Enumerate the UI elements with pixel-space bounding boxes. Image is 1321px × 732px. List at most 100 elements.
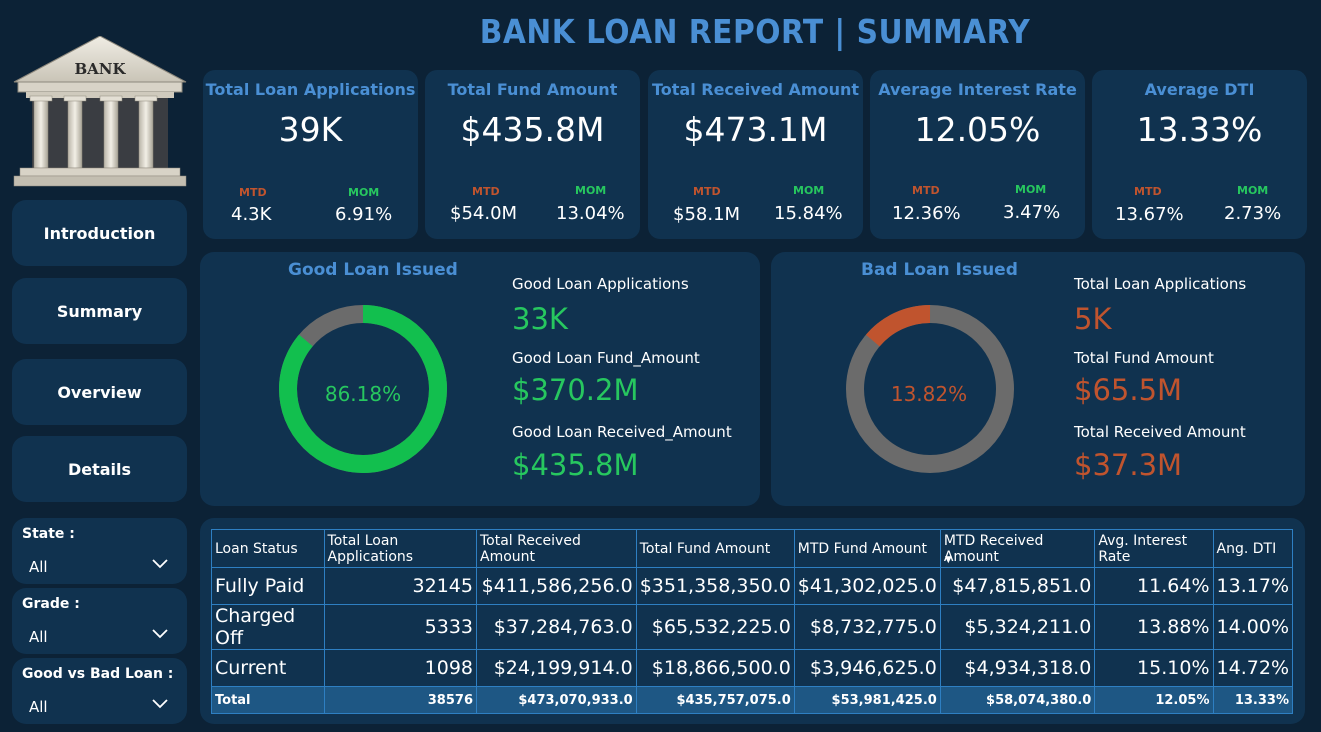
table-cell: 13.88% xyxy=(1094,604,1214,650)
nav-introduction-button[interactable]: Introduction xyxy=(12,200,187,266)
bad-loan-title: Bad Loan Issued xyxy=(861,260,1018,280)
table-row[interactable]: Fully Paid 32145 $411,586,256.0 $351,358… xyxy=(211,567,1293,605)
chevron-down-icon[interactable] xyxy=(151,554,169,572)
column-header[interactable]: Total Received Amount xyxy=(476,529,637,568)
bad-loan-percent: 13.82% xyxy=(890,382,968,406)
table-cell: $4,934,318.0 xyxy=(939,649,1096,687)
table-cell: $435,757,075.0 xyxy=(635,686,795,714)
table-cell: 12.05% xyxy=(1094,686,1214,714)
table-row[interactable]: Current 1098 $24,199,914.0 $18,866,500.0… xyxy=(211,649,1293,687)
grade-filter-value: All xyxy=(29,628,48,646)
table-cell: Charged Off xyxy=(211,604,325,650)
table-cell: 5333 xyxy=(323,604,478,650)
good-vs-bad-loan-filter[interactable]: Good vs Bad Loan : All xyxy=(12,658,187,724)
mtd-tag: MTD xyxy=(472,185,500,198)
kpi-label: Average Interest Rate xyxy=(878,80,1077,99)
bad-loan-panel: Bad Loan Issued 13.82% Total Loan Applic… xyxy=(771,252,1305,506)
kpi-average-dti: Average DTI 13.33% MTD MOM 13.67% 2.73% xyxy=(1092,70,1307,239)
column-header-sorted[interactable]: MTD Received Amount ▼ xyxy=(939,529,1096,568)
table-cell: $53,981,425.0 xyxy=(793,686,941,714)
mom-tag: MOM xyxy=(348,186,380,199)
good-loan-title: Good Loan Issued xyxy=(288,260,458,280)
table-cell: $18,866,500.0 xyxy=(635,649,795,687)
good-loan-donut-chart xyxy=(279,305,447,473)
table-cell: 1098 xyxy=(323,649,478,687)
good-loan-panel: Good Loan Issued 86.18% Good Loan Applic… xyxy=(200,252,760,506)
mom-tag: MOM xyxy=(575,184,607,197)
nav-details-button[interactable]: Details xyxy=(12,436,187,502)
kpi-label: Total Loan Applications xyxy=(205,80,416,99)
column-header[interactable]: Loan Status xyxy=(211,529,325,568)
bad-loan-applications-label: Total Loan Applications xyxy=(1074,275,1247,293)
mtd-value: 12.36% xyxy=(892,203,961,224)
good-loan-applications-label: Good Loan Applications xyxy=(512,275,689,293)
column-header[interactable]: Total Loan Applications xyxy=(323,529,478,568)
good-loan-applications-value: 33K xyxy=(512,302,568,336)
mom-tag: MOM xyxy=(1015,183,1047,196)
bank-logo: BANK xyxy=(13,36,187,187)
table-cell: $41,302,025.0 xyxy=(793,567,941,605)
chevron-down-icon[interactable] xyxy=(151,624,169,642)
table-cell: 13.17% xyxy=(1212,567,1293,605)
mom-value: 3.47% xyxy=(1003,202,1061,223)
table-cell: $351,358,350.0 xyxy=(635,567,795,605)
table-cell: $3,946,625.0 xyxy=(793,649,941,687)
column-header[interactable]: Avg. Interest Rate xyxy=(1094,529,1214,568)
table-cell: $473,070,933.0 xyxy=(476,686,637,714)
table-cell: 14.00% xyxy=(1212,604,1293,650)
table-total-row: Total 38576 $473,070,933.0 $435,757,075.… xyxy=(211,686,1293,714)
column-header[interactable]: MTD Fund Amount xyxy=(793,529,941,568)
kpi-value: 39K xyxy=(278,110,343,149)
table-row[interactable]: Charged Off 5333 $37,284,763.0 $65,532,2… xyxy=(211,604,1293,650)
kpi-value: 13.33% xyxy=(1136,110,1263,149)
loan-status-table-panel: Loan Status Total Loan Applications Tota… xyxy=(200,518,1305,724)
table-cell: $24,199,914.0 xyxy=(476,649,637,687)
mom-tag: MOM xyxy=(1237,184,1269,197)
bad-loan-donut-chart xyxy=(846,305,1014,473)
table-cell: 14.72% xyxy=(1212,649,1293,687)
good-loan-received-label: Good Loan Received_Amount xyxy=(512,423,732,441)
good-loan-percent: 86.18% xyxy=(324,382,402,406)
state-filter[interactable]: State : All xyxy=(12,518,187,584)
kpi-average-interest-rate: Average Interest Rate 12.05% MTD MOM 12.… xyxy=(870,70,1085,239)
kpi-label: Total Received Amount xyxy=(651,80,860,99)
state-filter-value: All xyxy=(29,558,48,576)
nav-overview-button[interactable]: Overview xyxy=(12,359,187,425)
good-loan-fund-value: $370.2M xyxy=(512,373,639,407)
table-cell: 11.64% xyxy=(1094,567,1214,605)
table-cell: Total xyxy=(211,686,325,714)
mom-value: 15.84% xyxy=(774,203,843,224)
kpi-total-fund-amount: Total Fund Amount $435.8M MTD MOM $54.0M… xyxy=(425,70,640,239)
bad-loan-applications-value: 5K xyxy=(1074,302,1112,336)
page-title: BANK LOAN REPORT | SUMMARY xyxy=(479,12,1031,51)
mom-value: 2.73% xyxy=(1224,203,1282,224)
table-cell: $411,586,256.0 xyxy=(476,567,637,605)
kpi-label: Total Fund Amount xyxy=(447,80,618,99)
sort-descending-icon[interactable]: ▼ xyxy=(944,555,952,565)
mtd-tag: MTD xyxy=(912,184,940,197)
column-header-label: MTD Received Amount xyxy=(943,532,1044,565)
table-cell: $65,532,225.0 xyxy=(635,604,795,650)
grade-filter[interactable]: Grade : All xyxy=(12,588,187,654)
mom-tag: MOM xyxy=(793,184,825,197)
kpi-label: Average DTI xyxy=(1144,80,1255,99)
bad-loan-received-label: Total Received Amount xyxy=(1074,423,1246,441)
grade-filter-label: Grade : xyxy=(22,596,80,612)
column-header[interactable]: Total Fund Amount xyxy=(635,529,795,568)
good-vs-bad-filter-label: Good vs Bad Loan : xyxy=(22,666,174,682)
table-cell: Current xyxy=(211,649,325,687)
bad-loan-received-value: $37.3M xyxy=(1074,448,1183,482)
good-vs-bad-filter-value: All xyxy=(29,698,48,716)
kpi-value: $473.1M xyxy=(683,110,828,149)
chevron-down-icon[interactable] xyxy=(151,694,169,712)
mtd-value: 13.67% xyxy=(1115,204,1184,225)
kpi-value: $435.8M xyxy=(460,110,605,149)
column-header[interactable]: Ang. DTI xyxy=(1212,529,1293,568)
table-cell: $5,324,211.0 xyxy=(939,604,1096,650)
mtd-value: $54.0M xyxy=(450,203,518,224)
nav-summary-button[interactable]: Summary xyxy=(12,278,187,344)
bad-loan-fund-value: $65.5M xyxy=(1074,373,1183,407)
kpi-value: 12.05% xyxy=(914,110,1041,149)
table-cell: $37,284,763.0 xyxy=(476,604,637,650)
good-loan-fund-label: Good Loan Fund_Amount xyxy=(512,349,700,367)
